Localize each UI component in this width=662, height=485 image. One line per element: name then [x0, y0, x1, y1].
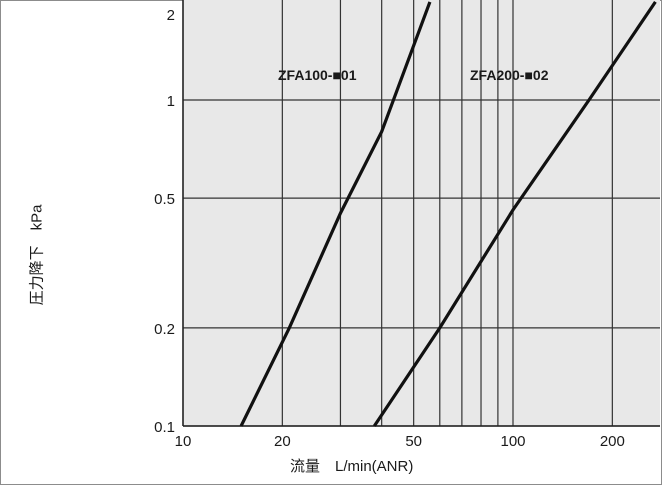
y-tick-label: 0.5	[154, 191, 175, 208]
y-tick-label: 1	[167, 93, 175, 110]
y-tick-label: 0.1	[154, 419, 175, 436]
x-tick-label: 200	[600, 433, 625, 450]
x-tick-label: 100	[500, 433, 525, 450]
y-axis-label: 圧力降下 kPa	[28, 204, 46, 306]
series-line-2	[372, 1, 657, 427]
x-tick-label: 50	[405, 433, 422, 450]
x-axis-label: 流量 L/min(ANR)	[290, 458, 414, 475]
series-label-2: ZFA200-■02	[470, 67, 549, 83]
y-tick-label: 2	[167, 7, 175, 24]
y-tick-label: 0.2	[154, 321, 175, 338]
x-tick-label: 20	[274, 433, 291, 450]
x-tick-label: 10	[175, 433, 192, 450]
series-line-1	[239, 1, 432, 427]
series-label-1: ZFA100-■01	[278, 67, 357, 83]
plot-background	[183, 0, 660, 426]
